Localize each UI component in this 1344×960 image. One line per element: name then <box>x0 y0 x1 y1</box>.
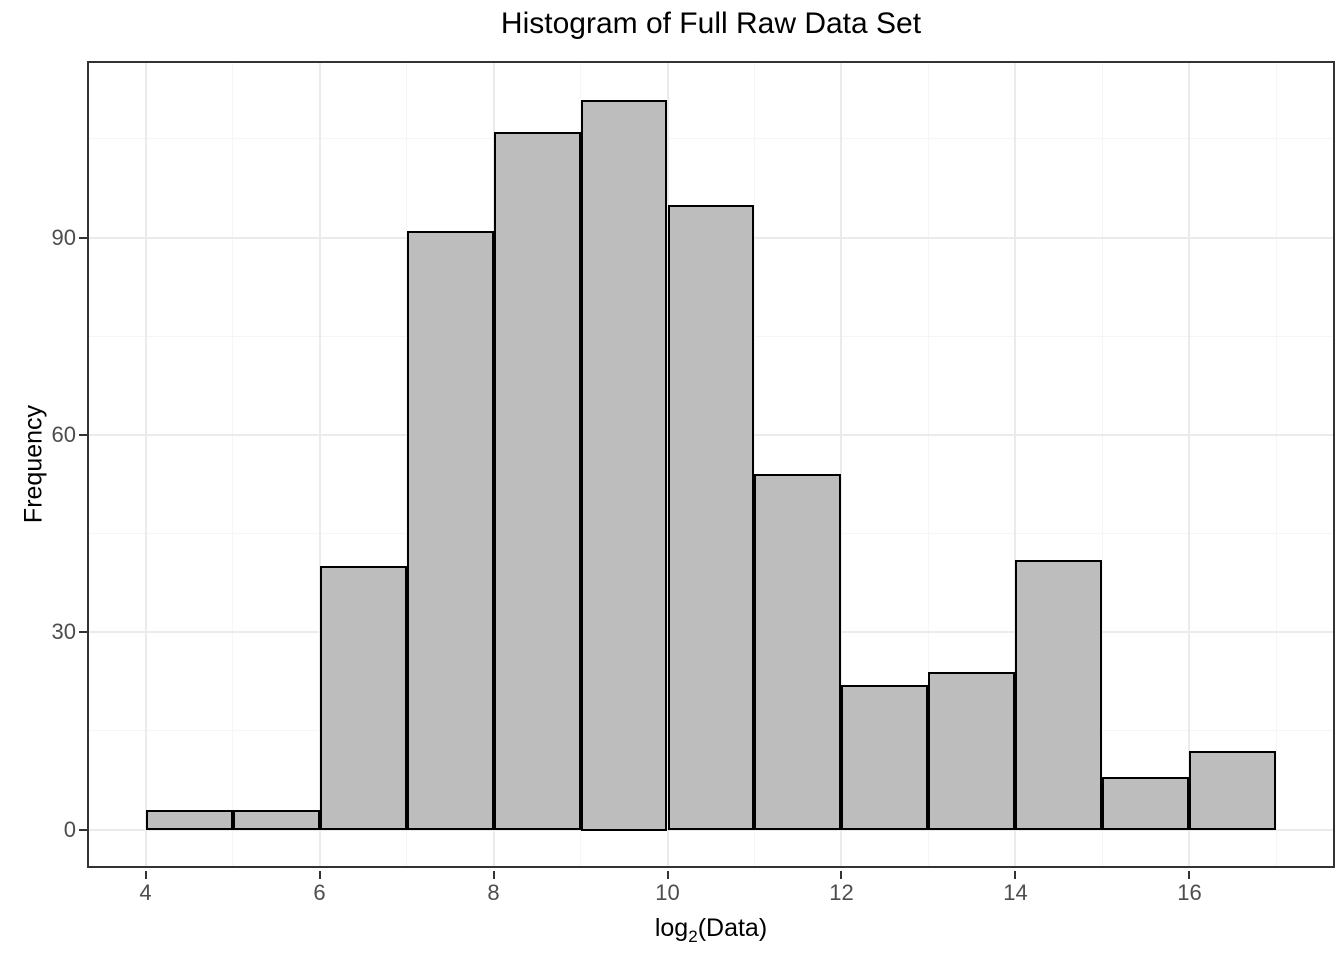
x-tick-label: 14 <box>1003 880 1028 905</box>
x-axis-title-prefix: log <box>654 914 689 942</box>
histogram-bar <box>841 684 929 831</box>
histogram-bar <box>667 204 755 831</box>
histogram-bar <box>145 809 233 831</box>
chart-title: Histogram of Full Raw Data Set <box>500 7 922 40</box>
x-axis-tick <box>840 871 843 879</box>
y-axis-tick <box>79 433 87 436</box>
x-tick-label: 10 <box>655 880 680 905</box>
gridline-minor-y <box>89 138 1333 140</box>
histogram-bar <box>232 809 320 831</box>
gridline-minor-x <box>1101 63 1103 866</box>
gridline-major-x <box>1014 63 1017 866</box>
y-tick-label: 30 <box>51 619 76 645</box>
y-axis-tick <box>79 236 87 239</box>
y-tick-label: 90 <box>51 224 76 250</box>
histogram-bar <box>493 132 581 831</box>
x-tick-label: 8 <box>487 880 500 905</box>
gridline-major-x <box>1188 63 1191 866</box>
x-axis-tick <box>1188 871 1191 879</box>
x-axis-tick <box>318 871 321 879</box>
y-tick-label: 60 <box>51 421 76 447</box>
histogram-bar <box>754 474 842 831</box>
x-tick-label: 16 <box>1177 880 1202 905</box>
gridline-minor-x <box>1275 63 1277 866</box>
gridline-major-x <box>144 63 147 866</box>
x-axis-tick <box>144 871 147 879</box>
y-axis-tick <box>79 631 87 634</box>
histogram-bar <box>406 231 494 831</box>
histogram-bar <box>928 671 1016 831</box>
x-axis-tick <box>666 871 669 879</box>
gridline-minor-x <box>232 63 234 866</box>
x-tick-label: 6 <box>313 880 326 905</box>
histogram-bar <box>1015 559 1103 831</box>
histogram-bar <box>580 99 668 831</box>
x-axis-tick <box>1014 871 1017 879</box>
x-axis-title-suffix: (Data) <box>697 914 768 942</box>
y-axis-tick <box>79 828 87 831</box>
histogram-bar <box>319 566 407 831</box>
x-axis-tick <box>492 871 495 879</box>
gridline-minor-x <box>753 63 755 866</box>
x-tick-label: 12 <box>829 880 854 905</box>
histogram-bar <box>1102 776 1190 831</box>
gridline-major-x <box>840 63 843 866</box>
x-axis-title: log2(Data) <box>87 914 1335 947</box>
gridline-major-x <box>318 63 321 866</box>
y-tick-label: 0 <box>63 816 76 842</box>
x-axis-title-subscript: 2 <box>688 927 698 946</box>
x-tick-label: 4 <box>139 880 152 905</box>
gridline-minor-x <box>927 63 929 866</box>
histogram-bar <box>1189 750 1277 831</box>
